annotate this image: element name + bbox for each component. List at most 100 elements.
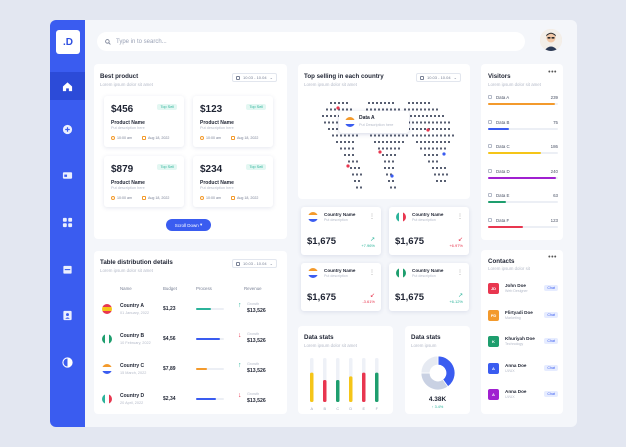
table-row[interactable]: Country B 10 February, 2022 $4,56 ↓ Grow… (94, 327, 284, 357)
bar-tick-label: F (376, 407, 379, 411)
row-revenue-label: Growth (247, 302, 260, 306)
country-description: Put description (324, 274, 348, 278)
more-options-icon[interactable]: ••• (548, 254, 557, 261)
table-row[interactable]: Country C 15 March, 2022 $7,89 ↑ Growth … (94, 357, 284, 387)
product-date: Aug 18, 2022 (142, 196, 169, 200)
checkbox[interactable] (488, 119, 492, 124)
theme-toggle-icon[interactable] (50, 348, 85, 376)
app-logo[interactable]: .D (56, 30, 80, 54)
country-change: ↙ +6.97% (449, 236, 463, 248)
more-options-icon[interactable]: ⋮ (457, 214, 463, 220)
column-header-budget[interactable]: Budget (163, 286, 177, 291)
product-card-3[interactable]: $879 Top Sell Product Name Put descripti… (104, 156, 184, 207)
top-sell-badge: Top Sell (157, 164, 177, 170)
table-date-picker[interactable]: 10.03 - 10.04 ⌄ (232, 259, 277, 268)
table-title: Table distribution details (100, 259, 173, 266)
bar-d[interactable] (349, 376, 353, 402)
bar-tick-label: B (323, 407, 326, 411)
chat-button[interactable]: Chat (544, 364, 558, 371)
row-budget: $1,23 (163, 306, 176, 312)
more-options-icon[interactable]: ⋮ (457, 270, 463, 276)
country-value: $1,675 (395, 292, 425, 303)
more-options-icon[interactable]: ••• (548, 69, 557, 76)
best-product-date-picker[interactable]: 10.03 - 10.04 ⌄ (232, 73, 277, 82)
product-time: 10:00 am (111, 136, 132, 140)
contact-avatar: PD (488, 309, 499, 321)
map-pin[interactable] (390, 174, 394, 178)
visitor-bar (488, 176, 558, 179)
bar-c[interactable] (336, 380, 340, 402)
date-range-text: 10.03 - 10.04 (427, 75, 451, 80)
chat-button[interactable]: Chat (544, 285, 558, 291)
donut-slice-3[interactable] (420, 355, 439, 374)
product-date: Aug 18, 2022 (231, 136, 258, 140)
more-options-icon[interactable]: ⋮ (369, 214, 375, 220)
checkbox[interactable] (488, 95, 492, 99)
contact-item[interactable]: A Anna Doe UI/UX Chat (488, 361, 558, 381)
visitor-label: Data F (496, 217, 510, 223)
map-pin[interactable] (336, 106, 340, 110)
product-card-1[interactable]: $456 Top Sell Product Name Put descripti… (104, 96, 184, 147)
table-row[interactable]: Country D 20 April, 2022 $2,34 ↓ Growth … (94, 387, 284, 417)
map-pin[interactable] (378, 150, 382, 154)
user-nav-icon[interactable] (50, 301, 85, 329)
column-header-revenue[interactable]: Revenue (244, 286, 262, 291)
home-nav-icon[interactable] (50, 72, 85, 100)
column-header-name[interactable]: Name (120, 286, 132, 291)
map-pin[interactable] (442, 152, 446, 156)
more-options-icon[interactable]: ⋮ (369, 270, 375, 276)
tooltip-title: Data A (359, 115, 375, 121)
grid-nav-icon[interactable] (50, 208, 85, 236)
product-price: $879 (111, 164, 134, 175)
donut-slice-2[interactable] (420, 372, 449, 391)
top-selling-date-picker[interactable]: 10.03 - 10.04 ⌄ (416, 73, 461, 82)
bar-e[interactable] (362, 372, 366, 402)
search-bar[interactable]: Type in to search... (97, 32, 525, 51)
visitor-value: 240 (550, 168, 558, 174)
data-stats-title: Data stats (411, 334, 441, 341)
top-selling-subtitle: Lorem ipsum dolor sit amet (304, 82, 357, 87)
checkbox[interactable] (488, 193, 492, 197)
bar-a[interactable] (310, 372, 314, 402)
best-product-card: Best product Lorem ipsum dolor sit amet … (94, 64, 287, 239)
bar-b[interactable] (323, 380, 327, 402)
column-header-process[interactable]: Process (196, 286, 212, 291)
visitor-bar (488, 152, 558, 154)
contact-item[interactable]: JD John Doe Web Designer Chat (488, 281, 558, 301)
scroll-down-button[interactable]: Scroll Down ▾ (166, 219, 211, 231)
chevron-down-icon: ▾ (200, 222, 203, 227)
product-card-4[interactable]: $234 Top Sell Product Name Put descripti… (193, 156, 273, 207)
table-row[interactable]: Country A 01 January, 2022 $1,23 ↑ Growt… (94, 297, 284, 327)
country-stat-card[interactable]: Country Name Put description ⋮ $1,675 ↗ … (301, 207, 381, 255)
chevron-down-icon: ⌄ (269, 75, 273, 80)
checkbox[interactable] (488, 217, 492, 222)
checkbox[interactable] (488, 144, 492, 148)
contact-item[interactable]: PD Flirtyadi Doe Marketing Chat (488, 308, 558, 328)
search-input[interactable]: Type in to search... (116, 38, 167, 45)
bar-f[interactable] (375, 372, 379, 402)
search-icon (105, 38, 111, 45)
chat-button[interactable]: Chat (544, 338, 558, 344)
row-process-bar (196, 368, 224, 370)
contact-item[interactable]: A Anna Doe UI/UX Chat (488, 387, 558, 407)
country-stat-card[interactable]: Country Name Put description ⋮ $1,675 ↗ … (389, 263, 469, 311)
calendar-nav-icon[interactable] (50, 255, 85, 283)
product-card-2[interactable]: $123 Top Sell Product Name Put descripti… (193, 96, 273, 147)
chevron-down-icon: ⌄ (269, 261, 273, 266)
chat-button[interactable]: Chat (544, 311, 558, 318)
country-stat-card[interactable]: Country Name Put description ⋮ $1,675 ↙ … (389, 207, 469, 255)
country-stat-card[interactable]: Country Name Put description ⋮ $1,675 ↙ … (301, 263, 381, 311)
chat-button[interactable]: Chat (544, 391, 558, 397)
contact-item[interactable]: K Khuriyah Doe Technology Chat (488, 334, 558, 354)
product-name: Product Name (200, 120, 234, 126)
table-subtitle: Lorem ipsum dolor sit amet (100, 268, 153, 273)
scroll-down-label: Scroll Down (174, 222, 199, 228)
country-change: ↗ +6.12% (449, 292, 463, 304)
map-pin[interactable] (346, 164, 350, 168)
map-pin[interactable] (426, 128, 430, 132)
user-avatar[interactable] (540, 29, 562, 51)
card-nav-icon[interactable] (50, 161, 85, 189)
add-nav-icon[interactable] (50, 115, 85, 143)
top-selling-section: Top selling in each country Lorem ipsum … (298, 64, 470, 314)
checkbox[interactable] (488, 168, 492, 173)
